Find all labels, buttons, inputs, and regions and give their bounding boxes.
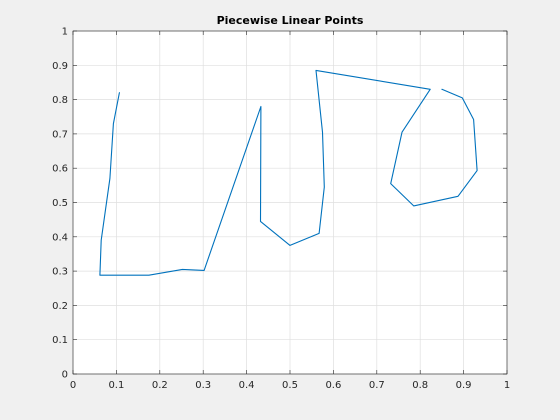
y-tick-label: 0.1	[52, 335, 68, 346]
x-tick-labels: 0 0.1 0.2 0.3 0.4 0.5 0.6 0.7 0.8 0.9 1	[70, 380, 510, 391]
x-tick-label: 0.5	[282, 380, 298, 391]
x-tick-label: 0.3	[195, 380, 211, 391]
y-tick-label: 0	[62, 370, 68, 381]
y-tick-label: 1	[62, 27, 68, 38]
x-tick-label: 0.4	[239, 380, 255, 391]
x-tick-label: 0.1	[108, 380, 124, 391]
x-tick-label: 0.7	[369, 380, 385, 391]
y-tick-label: 0.7	[52, 129, 68, 140]
x-tick-label: 0.6	[325, 380, 341, 391]
y-tick-label: 0.5	[52, 198, 68, 209]
x-tick-label: 0.2	[152, 380, 168, 391]
series-line	[99, 69, 478, 276]
y-tick-label: 0.8	[52, 95, 68, 106]
y-tick-labels: 0 0.1 0.2 0.3 0.4 0.5 0.6 0.7 0.8 0.9 1	[52, 27, 68, 381]
y-tick-label: 0.6	[52, 164, 68, 175]
ticks	[72, 30, 508, 375]
chart-title: Piecewise Linear Points	[217, 14, 364, 27]
x-tick-label: 0.9	[456, 380, 472, 391]
series-group	[99, 69, 478, 276]
y-tick-label: 0.2	[52, 301, 68, 312]
y-tick-label: 0.3	[52, 267, 68, 278]
x-tick-label: 0	[70, 380, 76, 391]
y-tick-label: 0.9	[52, 61, 68, 72]
x-tick-label: 0.8	[412, 380, 428, 391]
y-tick-label: 0.4	[52, 232, 68, 243]
x-tick-label: 1	[504, 380, 510, 391]
